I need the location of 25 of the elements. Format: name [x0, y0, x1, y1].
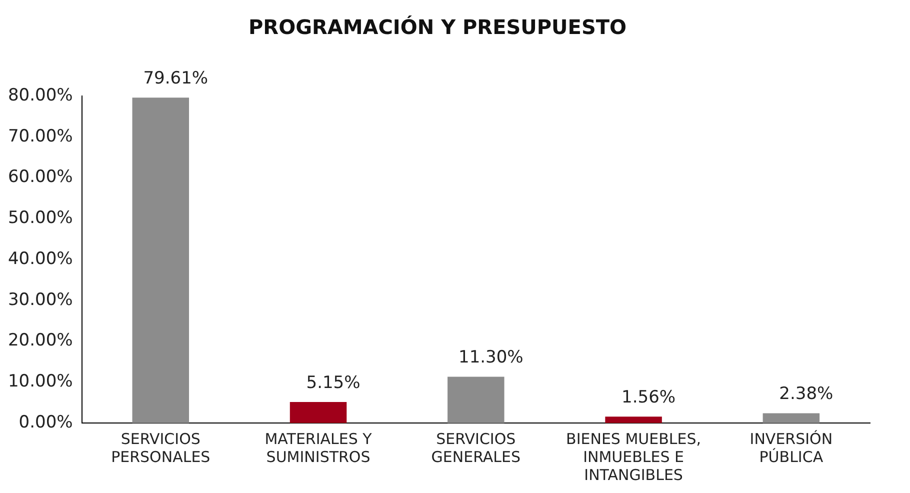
x-tick-label: MATERIALES Y SUMINISTROS: [264, 430, 373, 466]
data-label: 1.56%: [622, 388, 676, 408]
y-tick-label: 10.00%: [8, 372, 73, 392]
y-tick-label: 60.00%: [8, 167, 73, 188]
bar: [762, 413, 820, 423]
y-tick-label: 20.00%: [8, 330, 73, 351]
y-tick-label: 0.00%: [18, 412, 73, 432]
x-tick-label: SERVICIOS PERSONALES: [111, 430, 210, 466]
y-tick-label: 70.00%: [8, 126, 73, 146]
y-tick-label: 40.00%: [8, 248, 73, 269]
x-tick-label: BIENES MUEBLES, INMUEBLES E INTANGIBLES: [566, 430, 702, 484]
bar: [448, 376, 504, 423]
bar: [132, 98, 190, 423]
data-label: 79.61%: [143, 68, 208, 89]
x-tick-label: SERVICIOS GENERALES: [431, 430, 521, 466]
x-tick-label: INVERSIÓN PÚBLICA: [750, 430, 833, 466]
data-label: 2.38%: [779, 384, 834, 404]
chart-title: PROGRAMACIÓN Y PRESUPUESTO: [248, 15, 626, 40]
bar: [605, 416, 662, 423]
bar: [290, 402, 347, 423]
y-tick-label: 80.00%: [8, 85, 73, 106]
data-label: 11.30%: [458, 348, 524, 368]
y-tick-label: 50.00%: [8, 208, 73, 228]
data-label: 5.15%: [306, 372, 360, 393]
y-tick-label: 30.00%: [8, 290, 73, 310]
